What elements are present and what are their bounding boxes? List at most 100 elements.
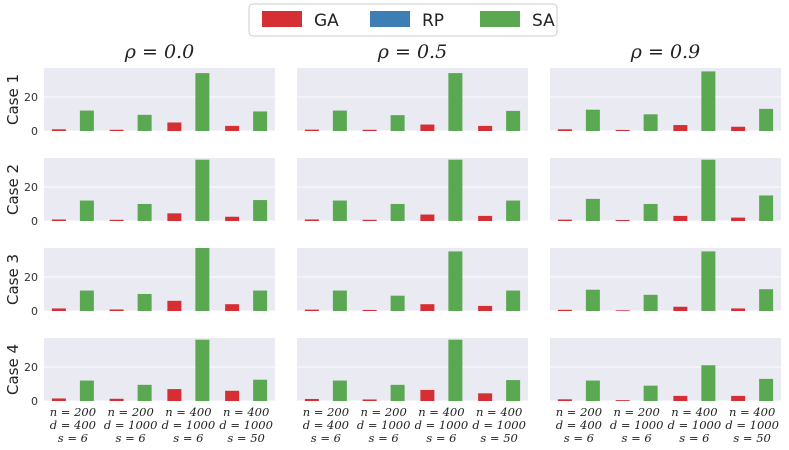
bar-ga bbox=[51, 129, 66, 131]
bar-ga bbox=[615, 400, 630, 401]
bar-ga bbox=[673, 215, 688, 221]
x-tick-label: d = 1000 bbox=[357, 418, 411, 432]
bar-ga bbox=[304, 309, 319, 311]
column-title: ρ = 0.5 bbox=[377, 41, 447, 63]
legend-label-sa: SA bbox=[532, 11, 555, 31]
bar-sa bbox=[701, 159, 716, 221]
x-tick-label: n = 400 bbox=[671, 405, 717, 419]
bar-sa bbox=[643, 385, 658, 401]
bar-sa bbox=[332, 200, 347, 221]
bar-ga bbox=[420, 214, 435, 221]
bar-sa bbox=[137, 384, 152, 401]
x-tick-label: d = 1000 bbox=[668, 418, 722, 432]
bar-ga bbox=[167, 389, 182, 401]
bar-ga bbox=[731, 308, 746, 311]
x-tick-label: d = 1000 bbox=[219, 418, 273, 432]
x-tick-label: d = 1000 bbox=[104, 418, 158, 432]
bar-sa bbox=[137, 293, 152, 311]
bar-sa bbox=[195, 248, 210, 311]
y-tick-label: 0 bbox=[31, 215, 38, 228]
bar-ga bbox=[304, 219, 319, 221]
x-tick-label: s = 6 bbox=[426, 431, 456, 445]
panel-background bbox=[297, 248, 528, 311]
panel-case-2-col-1 bbox=[297, 158, 528, 222]
bar-sa bbox=[195, 159, 210, 221]
x-tick-label: n = 400 bbox=[729, 405, 775, 419]
y-tick-label: 20 bbox=[24, 361, 38, 374]
bar-sa bbox=[79, 200, 94, 221]
bar-ga bbox=[478, 393, 493, 401]
panel-case-1-col-2 bbox=[550, 68, 781, 132]
column-title: ρ = 0.9 bbox=[630, 41, 700, 63]
bar-sa bbox=[195, 339, 210, 401]
bar-sa bbox=[701, 365, 716, 401]
bar-sa bbox=[448, 73, 463, 131]
bar-ga bbox=[478, 305, 493, 311]
bar-ga bbox=[615, 129, 630, 131]
x-tick-label: d = 1000 bbox=[725, 418, 779, 432]
x-tick-label: d = 1000 bbox=[610, 418, 664, 432]
panel-background bbox=[44, 68, 275, 131]
bar-ga bbox=[615, 310, 630, 311]
bar-ga bbox=[673, 395, 688, 401]
bar-ga bbox=[420, 304, 435, 311]
panel-case-4-col-2 bbox=[550, 338, 781, 402]
bar-sa bbox=[585, 109, 600, 131]
bar-ga bbox=[731, 395, 746, 401]
x-tick-label: s = 6 bbox=[116, 431, 146, 445]
bar-sa bbox=[79, 380, 94, 401]
bar-sa bbox=[643, 114, 658, 131]
panel-background bbox=[44, 338, 275, 401]
bar-ga bbox=[51, 398, 66, 401]
bar-ga bbox=[167, 213, 182, 221]
bar-ga bbox=[478, 215, 493, 221]
row-label: Case 3 bbox=[4, 254, 22, 305]
bar-ga bbox=[557, 399, 572, 401]
legend-swatch-rp bbox=[370, 11, 410, 27]
legend: GA RP SA bbox=[248, 3, 558, 37]
bar-ga bbox=[362, 219, 377, 221]
row-label: Case 1 bbox=[4, 74, 22, 125]
bar-ga bbox=[109, 219, 124, 221]
x-tick-label: n = 200 bbox=[556, 405, 602, 419]
x-tick-label: s = 50 bbox=[480, 431, 517, 445]
panel-case-3-col-2 bbox=[550, 248, 781, 312]
bar-ga bbox=[557, 309, 572, 311]
y-tick-label: 20 bbox=[24, 271, 38, 284]
bar-ga bbox=[304, 129, 319, 131]
x-tick-label: n = 400 bbox=[476, 405, 522, 419]
bar-ga bbox=[673, 125, 688, 131]
bar-ga bbox=[167, 300, 182, 311]
x-tick-label: d = 400 bbox=[50, 418, 96, 432]
bar-sa bbox=[79, 290, 94, 311]
bar-ga bbox=[109, 309, 124, 311]
panel-background bbox=[44, 248, 275, 311]
bar-sa bbox=[332, 110, 347, 131]
x-tick-label: d = 1000 bbox=[415, 418, 469, 432]
panel-case-3-col-1 bbox=[297, 248, 528, 312]
bar-sa bbox=[137, 114, 152, 131]
x-tick-label: s = 6 bbox=[173, 431, 203, 445]
bar-sa bbox=[390, 384, 405, 401]
bar-sa bbox=[253, 379, 268, 401]
bar-ga bbox=[225, 304, 240, 311]
x-tick-label: s = 50 bbox=[733, 431, 770, 445]
legend-swatch-sa bbox=[480, 11, 520, 27]
x-tick-label: s = 6 bbox=[369, 431, 399, 445]
panel-background bbox=[550, 248, 781, 311]
bar-ga bbox=[362, 309, 377, 311]
bar-ga bbox=[420, 124, 435, 131]
bar-sa bbox=[759, 289, 774, 311]
bar-ga bbox=[420, 389, 435, 401]
bar-ga bbox=[557, 129, 572, 131]
bar-ga bbox=[109, 398, 124, 401]
bar-sa bbox=[137, 203, 152, 221]
bar-sa bbox=[643, 294, 658, 311]
x-tick-label: n = 400 bbox=[165, 405, 211, 419]
bar-ga bbox=[478, 125, 493, 131]
x-tick-label: n = 200 bbox=[613, 405, 659, 419]
